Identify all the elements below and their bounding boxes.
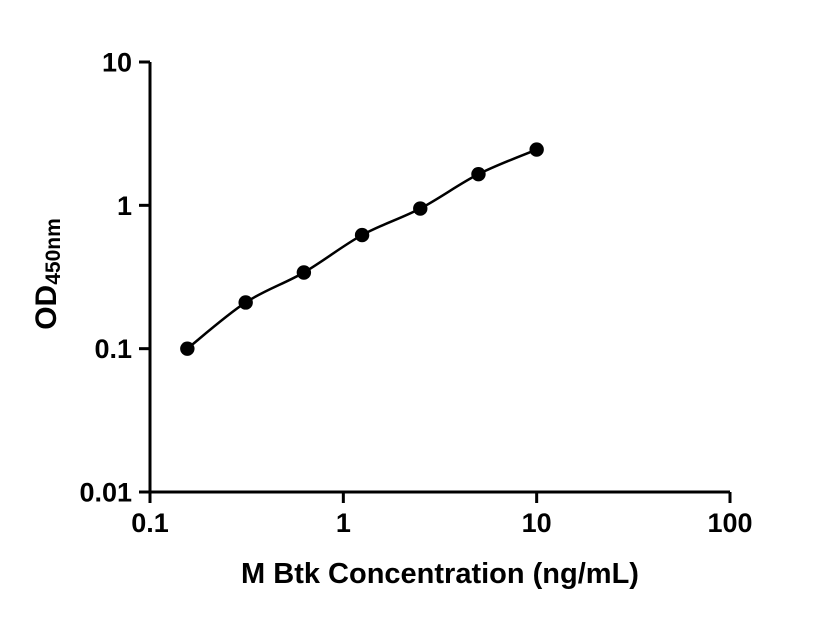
data-point [529,142,544,157]
x-tick-label: 0.1 [131,508,169,538]
axes [148,62,730,494]
y-tick-label: 10 [102,48,132,78]
data-point [413,201,428,216]
y-tick-label: 0.01 [79,478,132,508]
data-point [471,166,486,182]
data-point [296,265,312,280]
y-axis-label-sub: 450nm [42,218,65,285]
data-point [354,227,370,243]
x-axis-label: M Btk Concentration (ng/mL) [241,558,639,590]
fit-curve [186,148,538,350]
x-tick-label: 1 [336,508,351,538]
data-point [238,295,253,310]
y-axis-label: OD450nm [25,149,69,399]
y-tick-label: 0.1 [94,334,132,364]
y-tick-label: 1 [117,191,132,221]
x-tick-label: 100 [707,508,752,538]
data-point [180,341,195,356]
x-tick-label: 10 [522,508,552,538]
y-axis-label-main: OD [30,284,63,330]
